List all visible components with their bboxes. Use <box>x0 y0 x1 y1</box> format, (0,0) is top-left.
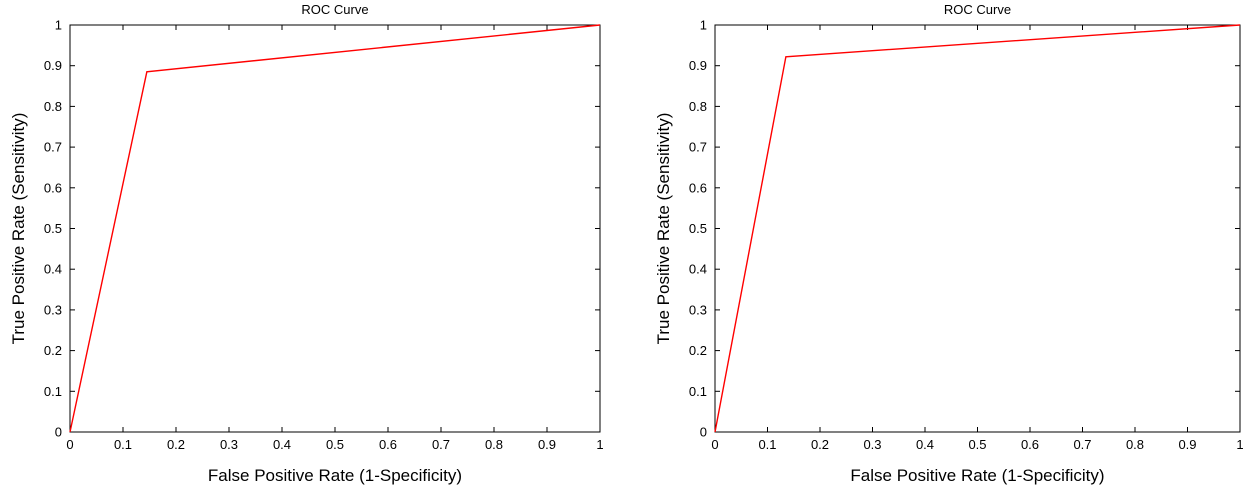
x-tick-label: 0.1 <box>758 437 776 452</box>
x-tick-label: 0.5 <box>968 437 986 452</box>
y-tick-label: 0 <box>55 425 62 440</box>
x-tick-label: 0.1 <box>114 437 132 452</box>
y-tick-label: 0.2 <box>689 343 707 358</box>
x-axis-label: False Positive Rate (1-Specificity) <box>208 466 462 485</box>
axes-box <box>69 24 601 433</box>
y-tick-label: 0.1 <box>689 384 707 399</box>
x-tick-label: 0 <box>66 437 73 452</box>
y-tick-label: 0.1 <box>44 384 62 399</box>
x-tick-label: 0.2 <box>811 437 829 452</box>
x-tick-label: 0.4 <box>916 437 934 452</box>
x-tick-label: 0.9 <box>538 437 556 452</box>
y-tick-label: 0.4 <box>689 262 707 277</box>
x-tick-label: 0.6 <box>379 437 397 452</box>
x-tick-label: 1 <box>1236 437 1243 452</box>
chart-title: ROC Curve <box>944 2 1011 17</box>
y-tick-label: 0.7 <box>689 140 707 155</box>
roc-chart-right: 0 0.1 0.2 0.3 0.4 0.5 0.6 0.7 0.8 0.9 1 0 0.1 0.2 0.3 0… <box>654 2 1244 485</box>
y-tick-label: 1 <box>700 18 707 33</box>
y-tick-label: 0.6 <box>689 180 707 195</box>
x-tick-label: 0.8 <box>485 437 503 452</box>
y-tick-label: 0.3 <box>44 302 62 317</box>
chart-title: ROC Curve <box>301 2 368 17</box>
y-tick-label: 0.9 <box>689 58 707 73</box>
roc-chart-left: 0 0.1 0.2 0.3 0.4 0.5 0.6 0.7 0.8 0.9 1 0 0.1 0.2 0.3 0… <box>9 2 604 485</box>
y-tick-label: 0.2 <box>44 343 62 358</box>
x-tick-label: 0.3 <box>863 437 881 452</box>
y-tick-label: 0.3 <box>689 302 707 317</box>
y-axis-label: True Positive Rate (Sensitivity) <box>654 113 673 345</box>
x-tick-label: 0.2 <box>167 437 185 452</box>
x-tick-label: 0.5 <box>326 437 344 452</box>
x-tick-label: 0.7 <box>432 437 450 452</box>
x-tick-label: 0.3 <box>220 437 238 452</box>
y-tick-label: 0.8 <box>689 99 707 114</box>
y-tick-label: 0.6 <box>44 180 62 195</box>
y-tick-label: 0.8 <box>44 99 62 114</box>
x-tick-label: 1 <box>596 437 603 452</box>
y-tick-label: 0 <box>700 425 707 440</box>
x-tick-label: 0.8 <box>1126 437 1144 452</box>
y-tick-label: 0.7 <box>44 140 62 155</box>
y-tick-label: 0.5 <box>689 221 707 236</box>
x-tick-label: 0.9 <box>1178 437 1196 452</box>
x-tick-label: 0.7 <box>1073 437 1091 452</box>
x-tick-label: 0.4 <box>273 437 291 452</box>
y-tick-label: 0.9 <box>44 58 62 73</box>
x-tick-label: 0.6 <box>1021 437 1039 452</box>
x-tick-label: 0 <box>711 437 718 452</box>
y-axis-label: True Positive Rate (Sensitivity) <box>9 113 28 345</box>
y-tick-label: 0.4 <box>44 262 62 277</box>
y-tick-label: 1 <box>55 18 62 33</box>
y-tick-label: 0.5 <box>44 221 62 236</box>
x-axis-label: False Positive Rate (1-Specificity) <box>850 466 1104 485</box>
axes-box <box>714 24 1241 433</box>
